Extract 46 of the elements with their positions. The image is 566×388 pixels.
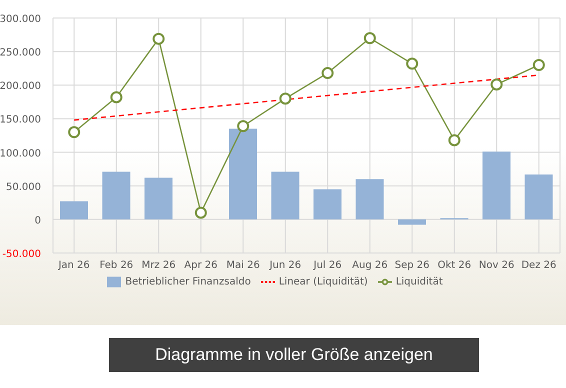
bar <box>524 174 553 220</box>
point <box>322 67 334 80</box>
bar <box>482 152 510 220</box>
y-tick-label: 300.000 <box>0 14 41 25</box>
x-tick-label: Okt 26 <box>438 260 472 272</box>
point <box>364 32 376 44</box>
bar <box>398 219 426 225</box>
x-tick-label: Apr 26 <box>184 260 218 272</box>
point <box>68 126 80 138</box>
bar <box>60 201 88 220</box>
x-tick-label: Feb 26 <box>100 260 134 272</box>
text: Diagramme in voller Größe anzeigen <box>109 338 479 372</box>
y-tick-label: 100.000 <box>0 148 41 160</box>
x-tick-label: Mai 26 <box>226 260 260 272</box>
bar <box>314 189 342 220</box>
y-tick-label: -50.000 <box>2 249 41 260</box>
bar <box>144 178 172 220</box>
point <box>152 32 165 45</box>
x-tick-label: Jan 26 <box>57 260 90 272</box>
point <box>532 59 545 71</box>
x-tick-label: Aug 26 <box>352 260 388 272</box>
point <box>406 58 418 70</box>
y-tick-label: 150.000 <box>0 114 41 126</box>
x-tick-label: Jun 26 <box>268 260 302 272</box>
point <box>448 134 460 146</box>
x-tick-label: Dez 26 <box>521 260 556 272</box>
bar <box>229 128 257 220</box>
legend-label: Linear (Liquidität) <box>278 276 368 288</box>
y-tick-label: 200.000 <box>0 81 41 92</box>
legend-label: Betrieblicher Finanzsaldo <box>125 276 251 288</box>
bar <box>102 172 130 220</box>
legend-label: Liquidität <box>396 276 443 288</box>
point <box>110 91 122 104</box>
y-tick-label: 0 <box>34 215 41 226</box>
x-tick-label: Mrz 26 <box>142 260 176 272</box>
x-tick-label: Sep 26 <box>394 260 430 272</box>
point <box>194 206 207 219</box>
point <box>279 92 292 105</box>
y-tick-label: 50.000 <box>6 182 41 193</box>
x-tick-label: Nov 26 <box>478 260 514 272</box>
point <box>490 78 503 90</box>
x-tick-label: Jul 26 <box>312 260 342 272</box>
bar <box>356 179 384 220</box>
point <box>237 120 250 132</box>
bar <box>271 172 300 220</box>
y-tick-label: 250.000 <box>0 48 41 59</box>
